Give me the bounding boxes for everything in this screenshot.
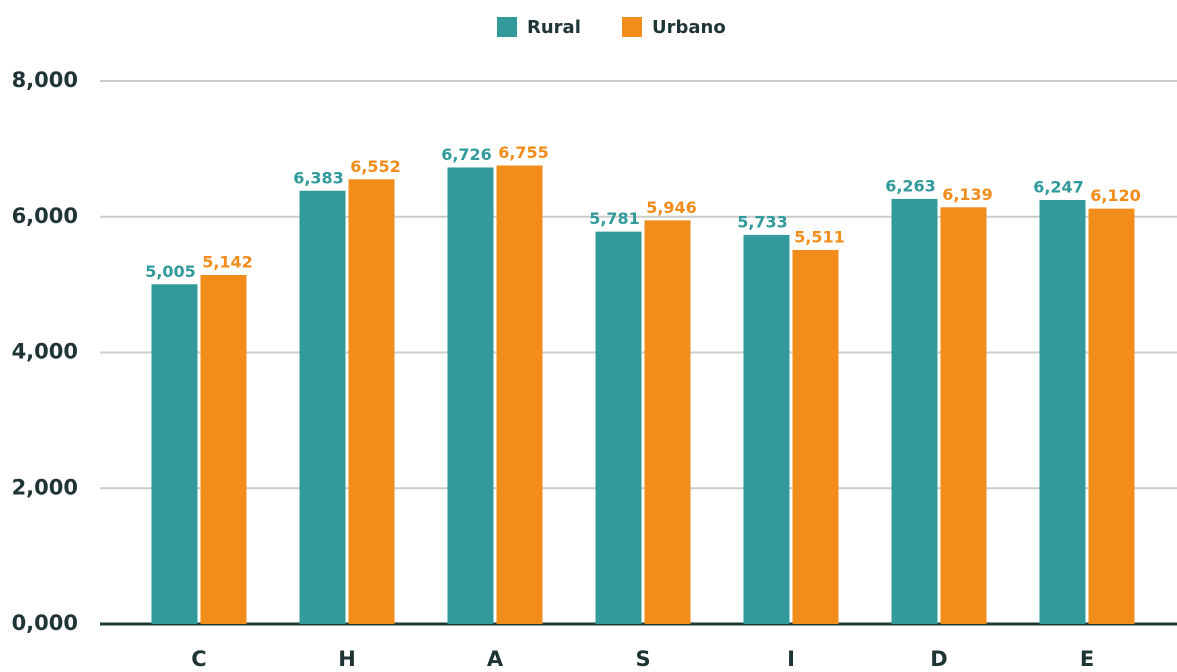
y-tick-label: 6,000 xyxy=(12,204,78,228)
y-tick-label: 8,000 xyxy=(12,68,78,92)
value-label: 6,139 xyxy=(942,185,993,204)
value-label: 6,755 xyxy=(498,143,549,162)
y-tick-label: 4,000 xyxy=(12,340,78,364)
bar xyxy=(299,190,346,624)
bar xyxy=(447,167,494,624)
value-label: 5,511 xyxy=(794,227,845,246)
x-tick-label: I xyxy=(787,647,795,671)
value-label: 5,142 xyxy=(202,252,253,271)
value-label: 5,733 xyxy=(737,212,788,231)
bar xyxy=(891,198,938,625)
legend-swatch xyxy=(497,17,517,37)
bar xyxy=(200,274,247,624)
legend-swatch xyxy=(622,17,642,37)
x-tick-label: D xyxy=(930,647,947,671)
value-label: 6,263 xyxy=(885,176,936,195)
x-tick-label: S xyxy=(635,647,650,671)
value-label: 6,247 xyxy=(1033,177,1084,196)
legend-label: Rural xyxy=(527,17,581,38)
bar xyxy=(595,231,642,624)
value-label: 5,946 xyxy=(646,198,697,217)
bar xyxy=(743,234,790,624)
y-tick-label: 2,000 xyxy=(12,475,78,499)
y-tick-label: 0,000 xyxy=(12,611,78,635)
x-tick-label: E xyxy=(1080,647,1094,671)
value-label: 6,383 xyxy=(293,168,344,187)
x-tick-label: C xyxy=(191,647,206,671)
bar xyxy=(1039,199,1086,625)
bar xyxy=(1088,208,1135,625)
bar xyxy=(496,165,543,624)
value-label: 6,120 xyxy=(1090,186,1141,205)
legend-label: Urbano xyxy=(652,17,726,38)
value-label: 5,005 xyxy=(145,262,196,281)
value-label: 5,781 xyxy=(589,209,640,228)
x-tick-label: A xyxy=(487,647,504,671)
bar xyxy=(792,249,839,625)
x-tick-label: H xyxy=(338,647,356,671)
bar xyxy=(151,284,198,624)
bar xyxy=(348,179,395,624)
bar xyxy=(644,220,691,624)
bar xyxy=(940,207,987,624)
value-label: 6,552 xyxy=(350,157,401,176)
value-label: 6,726 xyxy=(441,145,492,164)
